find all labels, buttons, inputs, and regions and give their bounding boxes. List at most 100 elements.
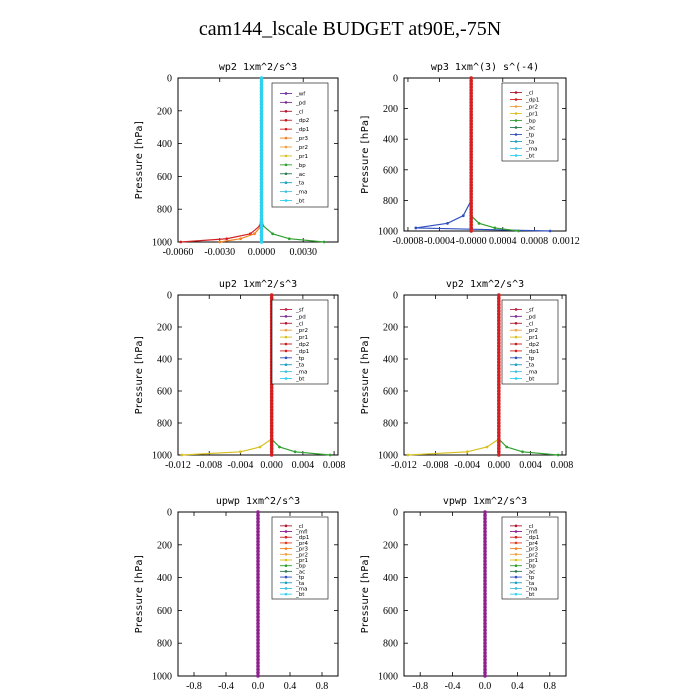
zero-profile-marker — [469, 85, 473, 89]
series-line-pr1 — [181, 295, 273, 456]
y-tick-label: 400 — [157, 573, 172, 584]
zero-profile-marker — [469, 125, 473, 129]
zero-profile-marker — [269, 427, 274, 432]
zero-profile-marker — [497, 386, 501, 390]
zero-profile-marker — [483, 565, 487, 570]
zero-profile-marker — [483, 513, 487, 518]
zero-profile-marker — [469, 100, 473, 105]
y-tick-label: 800 — [383, 419, 398, 430]
zero-profile-marker — [259, 171, 264, 175]
series-marker — [287, 237, 291, 241]
legend-box — [271, 516, 329, 600]
panel-title: upwp 1xm^2/s^3 — [216, 496, 300, 507]
zero-profile-marker — [469, 82, 473, 86]
zero-profile-marker — [259, 161, 264, 166]
y-tick-label: 0 — [393, 508, 398, 519]
legend-label: _tp — [525, 356, 535, 362]
legend-label: _ma — [525, 586, 537, 592]
legend-marker — [514, 328, 518, 332]
zero-profile-marker — [469, 106, 473, 111]
zero-profile-marker — [483, 644, 487, 649]
series-marker — [180, 453, 184, 457]
zero-profile-marker — [256, 664, 260, 668]
legend-label: _ta — [295, 363, 304, 369]
legend-marker — [514, 105, 518, 108]
zero-profile-marker — [256, 615, 260, 619]
legend-box — [501, 299, 559, 385]
zero-profile-marker — [497, 312, 501, 317]
series-marker — [517, 229, 520, 233]
zero-profile-marker — [256, 579, 260, 583]
y-tick-label: 200 — [383, 540, 398, 551]
zero-profile-marker — [497, 306, 501, 310]
zero-profile-marker — [256, 588, 260, 593]
legend-marker — [284, 587, 288, 590]
zero-profile-marker — [259, 92, 264, 97]
y-tick-label: 600 — [383, 165, 398, 176]
x-tick-label: -0.012 — [165, 460, 191, 471]
zero-profile-marker — [469, 164, 473, 169]
legend-label: _pr1 — [525, 112, 538, 118]
zero-profile-marker — [469, 79, 473, 83]
zero-profile-marker — [483, 588, 487, 593]
panel-title: up2 1xm^2/s^3 — [219, 279, 297, 290]
legend-marker — [284, 92, 288, 95]
zero-profile-marker — [497, 440, 501, 445]
legend-marker — [514, 133, 518, 136]
panel-3: up2 1xm^2/s^3 Pressure [hPa] 0 200 400 600 800… — [134, 279, 345, 471]
zero-profile-marker — [256, 549, 260, 554]
zero-profile-marker — [497, 341, 501, 345]
legend-label: _ta — [525, 363, 534, 369]
zero-profile-marker — [469, 115, 473, 120]
legend-label: _ma — [295, 370, 307, 376]
legend-marker — [514, 140, 518, 143]
zero-profile-marker — [483, 523, 487, 527]
zero-profile-marker — [256, 526, 260, 531]
y-tick-label: 1000 — [152, 672, 172, 683]
legend-marker — [284, 553, 288, 556]
zero-profile-marker — [483, 647, 487, 652]
y-tick-label: 600 — [383, 606, 398, 617]
zero-profile-marker — [269, 446, 274, 451]
zero-profile-marker — [259, 86, 264, 90]
zero-profile-marker — [483, 539, 487, 544]
zero-profile-marker — [269, 386, 274, 390]
zero-profile-marker — [469, 88, 473, 93]
zero-profile-marker — [483, 526, 487, 531]
zero-profile-marker — [497, 347, 501, 352]
legend-label: _dp2 — [295, 342, 309, 348]
zero-profile-marker — [483, 579, 487, 583]
zero-profile-marker — [256, 602, 260, 606]
x-tick-label: 0.004 — [292, 460, 315, 471]
y-axis-label: Pressure [hPa] — [134, 121, 145, 200]
x-tick-label: 0.4 — [284, 681, 297, 692]
zero-profile-marker — [497, 302, 501, 307]
series-marker — [253, 232, 256, 236]
x-tick-label: 0.000 — [488, 460, 511, 471]
legend-label: _dp2 — [295, 118, 309, 124]
x-tick-label: 0.8 — [544, 681, 557, 692]
legend-label: _bp — [525, 119, 536, 125]
legend-marker — [284, 356, 288, 360]
legend-label: _pr2 — [525, 105, 538, 111]
y-axis-label: Pressure [hPa] — [360, 336, 371, 415]
zero-profile-marker — [256, 510, 260, 514]
legend-marker — [284, 172, 288, 176]
legend-label: _pd — [525, 314, 536, 320]
legend-label: _pr4 — [525, 541, 539, 547]
zero-profile-marker — [469, 94, 473, 99]
x-tick-label: -0.012 — [391, 460, 417, 471]
zero-profile-marker — [469, 149, 473, 154]
legend-label: _bp — [295, 564, 306, 570]
zero-profile-marker — [469, 91, 473, 96]
legend-marker — [514, 558, 518, 562]
zero-profile-marker — [497, 334, 501, 339]
zero-profile-marker — [483, 582, 487, 586]
zero-profile-marker — [483, 516, 487, 521]
legend-label: _cl — [525, 524, 534, 530]
zero-profile-marker — [497, 370, 501, 374]
x-tick-label: 0.8 — [316, 681, 329, 692]
zero-profile-marker — [497, 350, 501, 355]
x-tick-label: -0.004 — [454, 460, 480, 471]
legend-marker — [514, 154, 518, 157]
